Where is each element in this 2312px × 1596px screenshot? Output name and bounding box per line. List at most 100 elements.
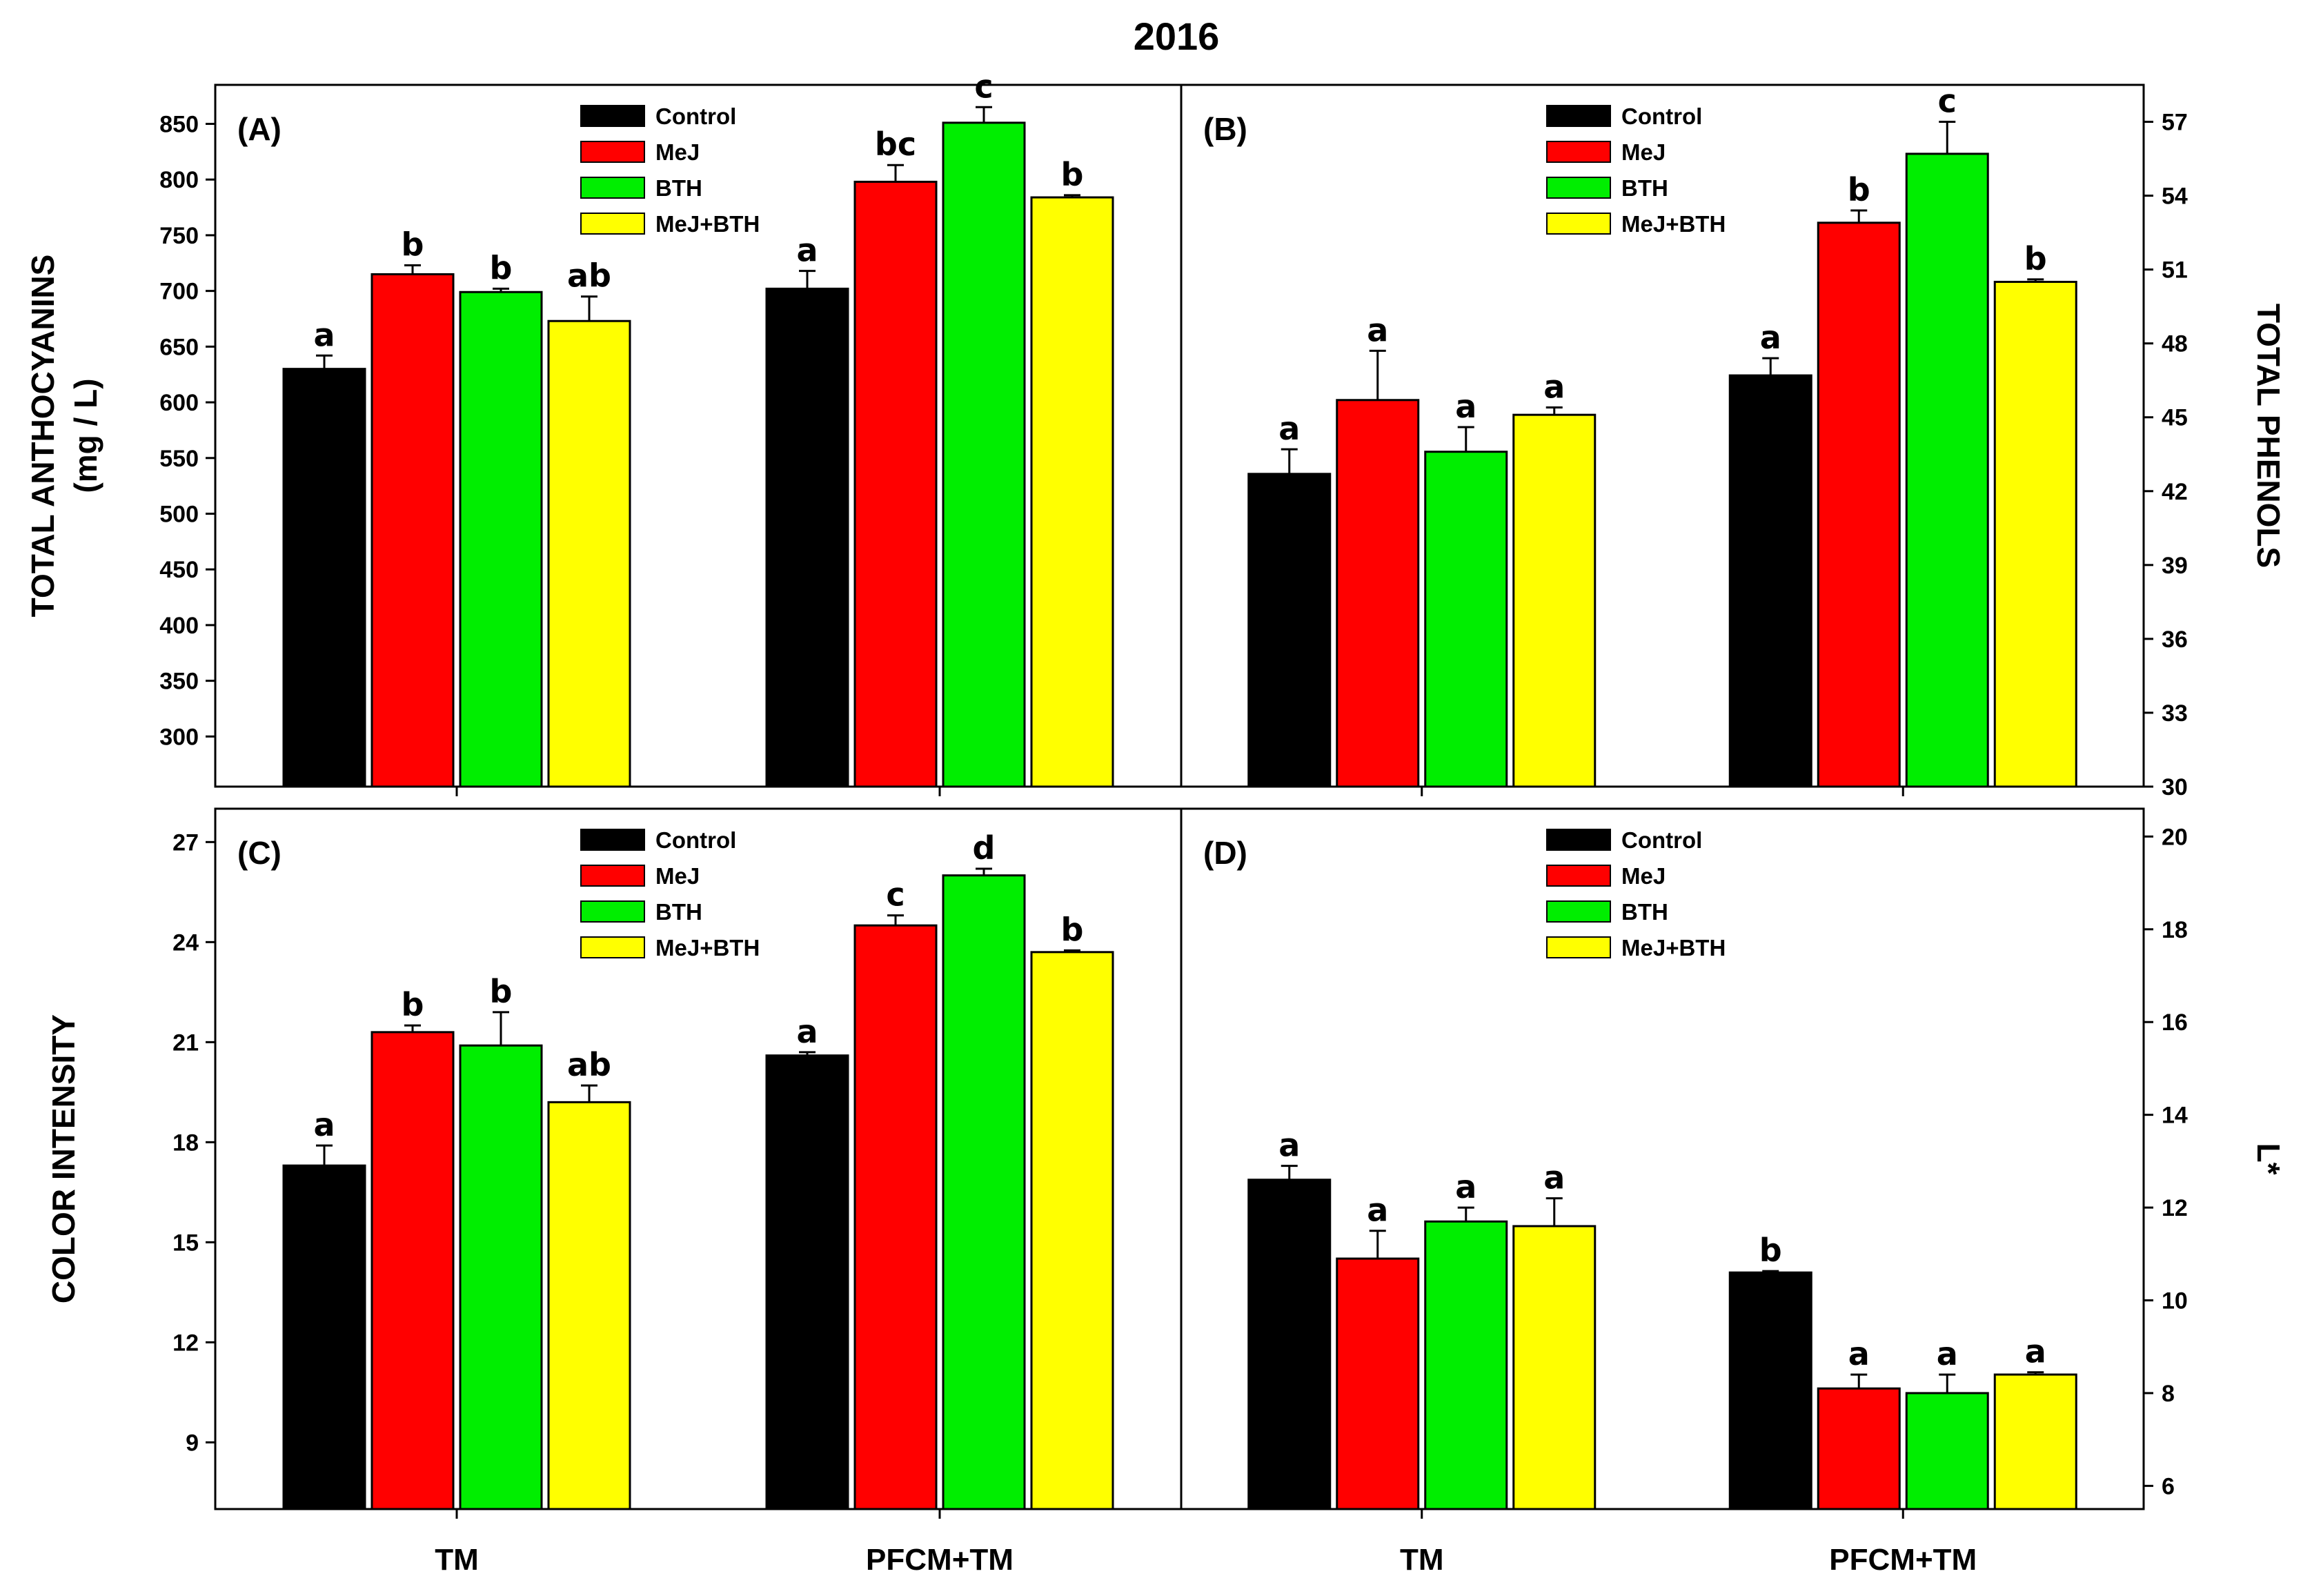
significance-letter: a	[313, 1106, 335, 1143]
panel-frame	[1180, 807, 2145, 1510]
legend-swatch	[580, 936, 645, 958]
y-tick-label: 18	[172, 1130, 199, 1156]
legend-swatch	[580, 105, 645, 127]
y-tick-label: 6	[2162, 1473, 2175, 1499]
legend-label: Control	[1621, 104, 1702, 129]
bar-bth-pfcm-tm	[1905, 1392, 1989, 1510]
legend-swatch	[580, 829, 645, 851]
panel-4: 6 8 10 12 14 16 18 20 a b a a a a a a (D) Control MeJ BTH Me…	[1180, 807, 2286, 1577]
legend-label: MeJ+BTH	[655, 935, 760, 960]
legend-swatch	[1546, 936, 1611, 958]
significance-letter: d	[973, 829, 996, 867]
significance-letter: a	[1543, 368, 1565, 405]
panel-label: (B)	[1203, 111, 1247, 147]
significance-letter: a	[796, 232, 818, 269]
bar-bth-tm	[459, 1044, 543, 1510]
significance-letter: b	[1061, 911, 1084, 948]
y-tick-label: 700	[159, 279, 199, 305]
category-label: TM	[1400, 1543, 1444, 1577]
legend-swatch	[580, 177, 645, 199]
significance-letter: a	[1455, 388, 1476, 425]
significance-letter: a	[1543, 1159, 1565, 1196]
y-tick-label: 45	[2162, 405, 2188, 431]
significance-letter: a	[796, 1013, 818, 1050]
y-tick-label: 48	[2162, 331, 2188, 357]
bar-bth-tm	[1424, 451, 1508, 788]
y-tick-label: 350	[159, 669, 199, 695]
bar-mej-bth-pfcm-tm	[1030, 196, 1114, 788]
legend-label: MeJ	[655, 139, 700, 165]
significance-letter: a	[1760, 319, 1781, 356]
significance-letter: a	[1367, 1192, 1388, 1229]
significance-letter: b	[402, 986, 424, 1023]
legend-label: BTH	[1621, 899, 1668, 925]
significance-letter: a	[2025, 1333, 2046, 1370]
significance-letter: b	[2024, 240, 2047, 277]
y-tick-label: 54	[2162, 184, 2188, 210]
legend-label: Control	[1621, 827, 1702, 853]
y-axis-label: COLOR INTENSITY	[46, 1014, 81, 1303]
y-tick-label: 18	[2162, 917, 2188, 943]
bar-mej-bth-tm	[547, 1101, 631, 1510]
significance-letter: bc	[875, 126, 916, 163]
bar-control-tm	[282, 368, 366, 788]
significance-letter: ab	[567, 1046, 611, 1083]
y-axis-label-unit: (mg / L)	[68, 378, 103, 493]
legend-swatch	[1546, 105, 1611, 127]
bar-control-pfcm-tm	[765, 287, 849, 788]
bar-mej-bth-pfcm-tm	[1030, 951, 1114, 1510]
bar-bth-tm	[1424, 1220, 1508, 1510]
y-tick-label: 750	[159, 223, 199, 249]
significance-letter: c	[974, 68, 993, 105]
bar-mej-pfcm-tm	[1817, 1387, 1901, 1510]
legend-label: Control	[655, 827, 736, 853]
y-tick-label: 42	[2162, 479, 2188, 505]
legend-swatch	[580, 865, 645, 887]
significance-letter: c	[1938, 83, 1957, 120]
significance-letter: a	[1278, 1127, 1300, 1164]
y-tick-label: 51	[2162, 257, 2188, 284]
significance-letter: a	[1455, 1168, 1476, 1205]
y-tick-label: 850	[159, 112, 199, 138]
bar-control-tm	[282, 1164, 366, 1510]
bar-mej-pfcm-tm	[853, 924, 938, 1510]
y-tick-label: 9	[186, 1430, 199, 1456]
legend-label: BTH	[1621, 175, 1668, 201]
bar-mej-bth-tm	[1512, 1225, 1597, 1510]
legend-swatch	[580, 900, 645, 923]
y-tick-label: 8	[2162, 1381, 2175, 1407]
y-axis-label: TOTAL ANTHOCYANINS	[25, 255, 61, 618]
y-tick-label: 400	[159, 613, 199, 639]
legend-swatch	[580, 213, 645, 235]
bar-mej-tm	[370, 1031, 455, 1510]
legend-swatch	[580, 141, 645, 163]
y-tick-label: 12	[172, 1330, 199, 1356]
y-tick-label: 57	[2162, 110, 2188, 136]
significance-letter: c	[886, 876, 905, 914]
y-tick-label: 27	[172, 829, 199, 856]
significance-letter: b	[490, 249, 513, 286]
bar-mej-bth-pfcm-tm	[1993, 280, 2077, 788]
bar-mej-bth-pfcm-tm	[1993, 1373, 2077, 1510]
legend-swatch	[1546, 141, 1611, 163]
legend-label: MeJ	[655, 863, 700, 889]
significance-letter: b	[490, 973, 513, 1010]
y-tick-label: 500	[159, 502, 199, 528]
legend-label: MeJ+BTH	[1621, 935, 1726, 960]
significance-letter: b	[1759, 1232, 1782, 1269]
legend-swatch	[1546, 177, 1611, 199]
bar-control-pfcm-tm	[1728, 374, 1812, 788]
panel-frame	[1180, 83, 2145, 788]
y-tick-label: 10	[2162, 1288, 2188, 1314]
legend-label: MeJ+BTH	[655, 211, 760, 237]
y-tick-label: 450	[159, 557, 199, 583]
bar-control-tm	[1247, 1179, 1332, 1510]
category-label: TM	[435, 1543, 479, 1577]
legend-label: Control	[655, 104, 736, 129]
legend-swatch	[1546, 213, 1611, 235]
y-tick-label: 15	[172, 1230, 199, 1256]
legend-label: MeJ	[1621, 139, 1666, 165]
bar-mej-pfcm-tm	[853, 180, 938, 788]
